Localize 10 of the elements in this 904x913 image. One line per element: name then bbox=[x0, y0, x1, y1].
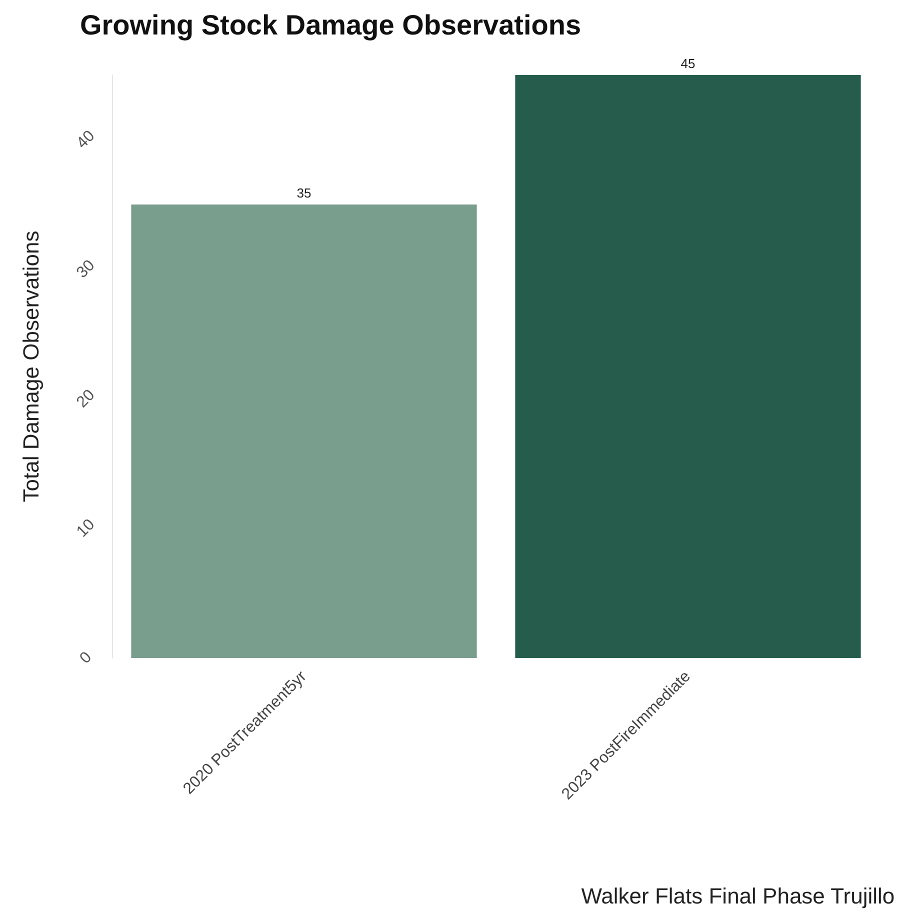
x-axis-title: Walker Flats Final Phase Trujillo bbox=[581, 884, 895, 908]
chart-title: Growing Stock Damage Observations bbox=[80, 10, 582, 40]
data-label: 35 bbox=[296, 186, 312, 201]
y-axis-title: Total Damage Observations bbox=[18, 230, 44, 502]
y-tick-label: 40 bbox=[74, 127, 98, 152]
y-tick-label: 20 bbox=[74, 386, 98, 412]
data-label: 45 bbox=[680, 56, 696, 71]
y-tick-label: 30 bbox=[74, 256, 98, 282]
y-tick-label: 10 bbox=[74, 516, 98, 541]
y-tick-label: 0 bbox=[76, 648, 96, 668]
